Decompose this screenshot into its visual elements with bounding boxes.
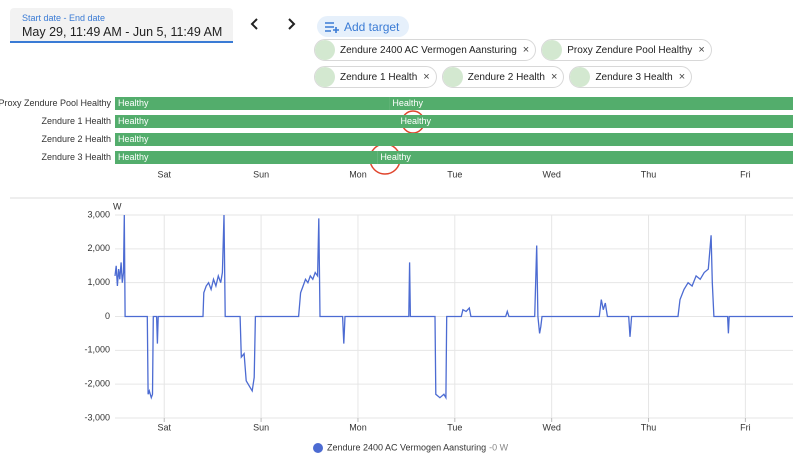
chip-label: Zendure 1 Health <box>340 71 418 83</box>
legend-swatch <box>313 443 323 453</box>
y-tick-label: 0 <box>105 311 110 321</box>
state-bar <box>397 115 793 128</box>
target-chip[interactable]: Zendure 2400 AC Vermogen Aansturing × <box>314 39 537 61</box>
row-label: Proxy Zendure Pool Healthy <box>0 98 111 108</box>
target-chip[interactable]: Zendure 1 Health × <box>314 66 437 88</box>
x-tick-label: Thu <box>641 422 657 432</box>
y-tick-label: 1,000 <box>87 277 110 287</box>
state-label: Healthy <box>380 152 411 162</box>
timeline-day-label: Wed <box>542 169 560 179</box>
row-label: Zendure 2 Health <box>41 134 111 144</box>
target-chips: Zendure 2400 AC Vermogen Aansturing × Prox… <box>314 39 784 88</box>
state-label: Healthy <box>118 98 149 108</box>
timeline-day-label: Thu <box>641 169 657 179</box>
series-line <box>114 214 793 401</box>
date-value: May 29, 11:49 AM - Jun 5, 11:49 AM <box>22 25 223 39</box>
chip-label: Zendure 3 Health <box>595 71 673 83</box>
remove-button[interactable]: × <box>423 71 430 83</box>
next-button[interactable] <box>281 14 301 34</box>
y-tick-label: 3,000 <box>87 209 110 219</box>
date-label: Start date - End date <box>22 13 106 23</box>
timeline-day-label: Mon <box>349 169 367 179</box>
x-tick-label: Wed <box>542 422 560 432</box>
chip-icon <box>442 67 463 87</box>
state-bar <box>115 97 390 110</box>
row-label: Zendure 3 Health <box>41 152 111 162</box>
y-unit: W <box>113 201 122 211</box>
legend-label: Zendure 2400 AC Vermogen Aansturing <box>327 442 486 452</box>
add-target-button[interactable]: Add target <box>317 16 410 37</box>
x-tick-label: Mon <box>349 422 367 432</box>
x-tick-label: Tue <box>447 422 462 432</box>
state-label: Healthy <box>118 116 149 126</box>
timeline-day-label: Sun <box>253 169 269 179</box>
state-label: Healthy <box>392 98 423 108</box>
state-label: Healthy <box>118 152 149 162</box>
y-tick-label: -2,000 <box>84 379 110 389</box>
legend-value: -0 W <box>489 442 509 452</box>
state-label: Healthy <box>401 116 432 126</box>
y-tick-label: -3,000 <box>84 412 110 422</box>
state-label: Healthy <box>118 134 149 144</box>
date-picker[interactable]: Start date - End date May 29, 11:49 AM -… <box>10 8 233 43</box>
chip-icon <box>542 40 563 60</box>
state-bar <box>389 97 793 110</box>
chip-label: Zendure 2 Health <box>467 71 545 83</box>
target-chip[interactable]: Proxy Zendure Pool Healthy × <box>541 39 712 61</box>
chip-icon <box>315 67 335 87</box>
prev-button[interactable] <box>245 14 265 34</box>
x-tick-label: Fri <box>740 422 751 432</box>
timeline-day-label: Tue <box>447 169 462 179</box>
x-tick-label: Sun <box>253 422 269 432</box>
remove-button[interactable]: × <box>522 44 530 56</box>
remove-button[interactable]: × <box>698 44 705 56</box>
chip-icon <box>315 40 335 60</box>
x-tick-label: Sat <box>157 422 171 432</box>
y-tick-label: -1,000 <box>84 345 110 355</box>
row-label: Zendure 1 Health <box>41 116 111 126</box>
timeline-day-label: Fri <box>740 169 751 179</box>
remove-button[interactable]: × <box>678 71 686 83</box>
y-tick-label: 2,000 <box>87 243 110 253</box>
state-bar <box>115 133 793 146</box>
target-chip[interactable]: Zendure 2 Health × <box>441 66 565 88</box>
timeline-day-label: Sat <box>157 169 171 179</box>
add-target-label: Add target <box>344 19 400 34</box>
chip-icon <box>570 67 591 87</box>
chip-label: Proxy Zendure Pool Healthy <box>567 44 693 56</box>
remove-button[interactable]: × <box>551 71 558 83</box>
state-bar <box>377 151 793 164</box>
add-icon <box>325 21 339 33</box>
chip-label: Zendure 2400 AC Vermogen Aansturing <box>340 44 517 56</box>
target-chip[interactable]: Zendure 3 Health × <box>569 66 693 88</box>
state-bar <box>115 151 378 164</box>
state-bar <box>115 115 398 128</box>
